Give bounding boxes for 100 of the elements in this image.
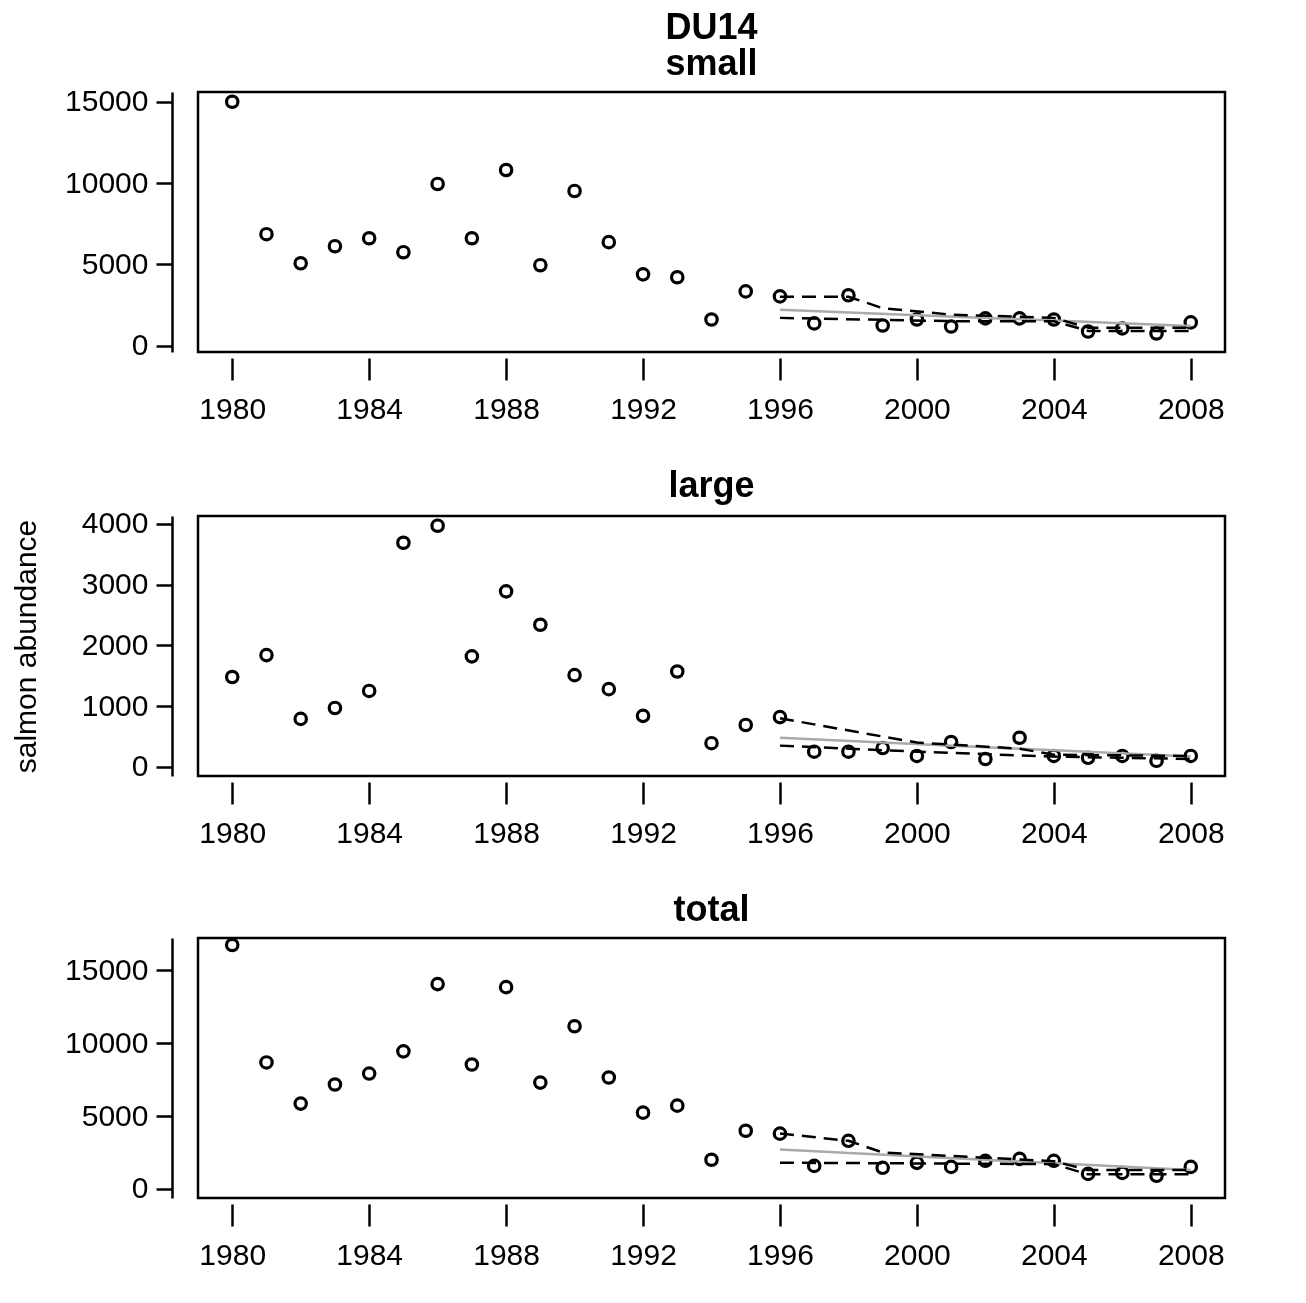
point — [635, 1105, 651, 1120]
point — [498, 979, 514, 995]
point — [567, 1018, 582, 1034]
x-tick-label: 2004 — [1020, 391, 1088, 425]
x-tick-label: 2004 — [1020, 1237, 1088, 1271]
point — [430, 176, 445, 192]
y-tick-label: 5000 — [81, 1098, 149, 1132]
y-tick-label: 15000 — [65, 84, 149, 118]
y-tick-label: 3000 — [81, 567, 149, 601]
point — [327, 1077, 343, 1092]
x-tick-label: 1996 — [747, 1237, 814, 1271]
point — [430, 518, 445, 534]
point — [601, 1070, 617, 1085]
x-tick-label: 2008 — [1157, 391, 1225, 425]
x-tick-label: 2008 — [1157, 1237, 1225, 1271]
chart-title: large — [668, 463, 755, 505]
point — [327, 238, 343, 254]
point — [704, 1152, 719, 1168]
y-axis-title: salmon abundance — [8, 519, 42, 774]
point — [978, 751, 993, 767]
point — [669, 269, 685, 285]
x-tick-label: 2000 — [884, 815, 951, 849]
point — [533, 1075, 548, 1090]
point — [1183, 748, 1199, 764]
chart-title: total — [673, 887, 750, 929]
point — [464, 649, 480, 664]
point — [293, 255, 308, 271]
point — [1080, 1166, 1096, 1182]
x-tick-label: 1992 — [610, 815, 677, 849]
x-tick-label: 1996 — [747, 815, 814, 849]
point — [327, 700, 343, 716]
point — [396, 535, 411, 551]
point — [396, 244, 411, 260]
x-tick-label: 1984 — [336, 815, 404, 849]
point — [259, 1055, 274, 1070]
x-tick-label: 2008 — [1157, 815, 1225, 849]
x-tick-label: 1984 — [336, 391, 404, 425]
point — [259, 226, 274, 242]
y-tick-label: 0 — [131, 749, 149, 783]
point — [738, 284, 754, 299]
point — [806, 1158, 822, 1174]
point — [533, 617, 548, 633]
point — [224, 937, 240, 953]
x-tick-label: 1996 — [747, 391, 814, 425]
y-tick-label: 0 — [131, 328, 149, 361]
point — [772, 709, 788, 725]
point — [396, 1044, 411, 1059]
point — [1183, 1159, 1199, 1175]
x-tick-label: 1980 — [199, 391, 267, 425]
x-tick-label: 2000 — [884, 391, 951, 425]
point — [293, 711, 308, 727]
x-tick-label: 2000 — [884, 1237, 951, 1271]
y-tick-label: 15000 — [65, 952, 149, 986]
y-tick-label: 0 — [131, 1171, 149, 1205]
point — [361, 1066, 377, 1081]
point — [361, 230, 377, 246]
point — [772, 1126, 788, 1141]
point — [635, 708, 651, 724]
point — [498, 162, 514, 178]
y-tick-label: 5000 — [81, 246, 149, 280]
point — [635, 267, 651, 282]
x-tick-label: 1980 — [199, 1237, 267, 1271]
x-tick-label: 1984 — [336, 1237, 404, 1271]
point — [224, 94, 240, 110]
point — [738, 717, 754, 733]
point — [1012, 730, 1027, 746]
point — [875, 318, 890, 333]
point — [464, 1057, 480, 1072]
point — [909, 748, 925, 764]
point — [498, 584, 514, 599]
x-tick-label: 1980 — [199, 815, 267, 849]
point — [533, 257, 548, 273]
x-tick-label: 1988 — [473, 1237, 540, 1271]
y-tick-label: 4000 — [81, 506, 149, 540]
x-tick-label: 1988 — [473, 815, 540, 849]
point — [430, 976, 445, 992]
x-tick-label: 1992 — [610, 391, 677, 425]
point — [293, 1096, 308, 1111]
point — [875, 1160, 890, 1176]
y-tick-label: 2000 — [81, 627, 149, 661]
point — [567, 183, 582, 199]
point — [669, 1098, 685, 1113]
point — [943, 319, 959, 334]
x-tick-label: 2004 — [1020, 815, 1088, 849]
point — [841, 288, 856, 303]
point — [567, 667, 582, 683]
point — [259, 647, 274, 663]
y-tick-label: 10000 — [65, 1025, 149, 1059]
x-tick-label: 1992 — [610, 1237, 677, 1271]
point — [738, 1123, 754, 1139]
point — [841, 744, 856, 759]
point — [704, 735, 719, 751]
y-tick-label: 10000 — [65, 165, 149, 199]
point — [1149, 326, 1164, 341]
point — [806, 744, 822, 759]
point — [601, 681, 617, 697]
point — [704, 312, 719, 327]
point — [224, 669, 240, 685]
point — [669, 664, 685, 679]
point — [361, 683, 377, 699]
